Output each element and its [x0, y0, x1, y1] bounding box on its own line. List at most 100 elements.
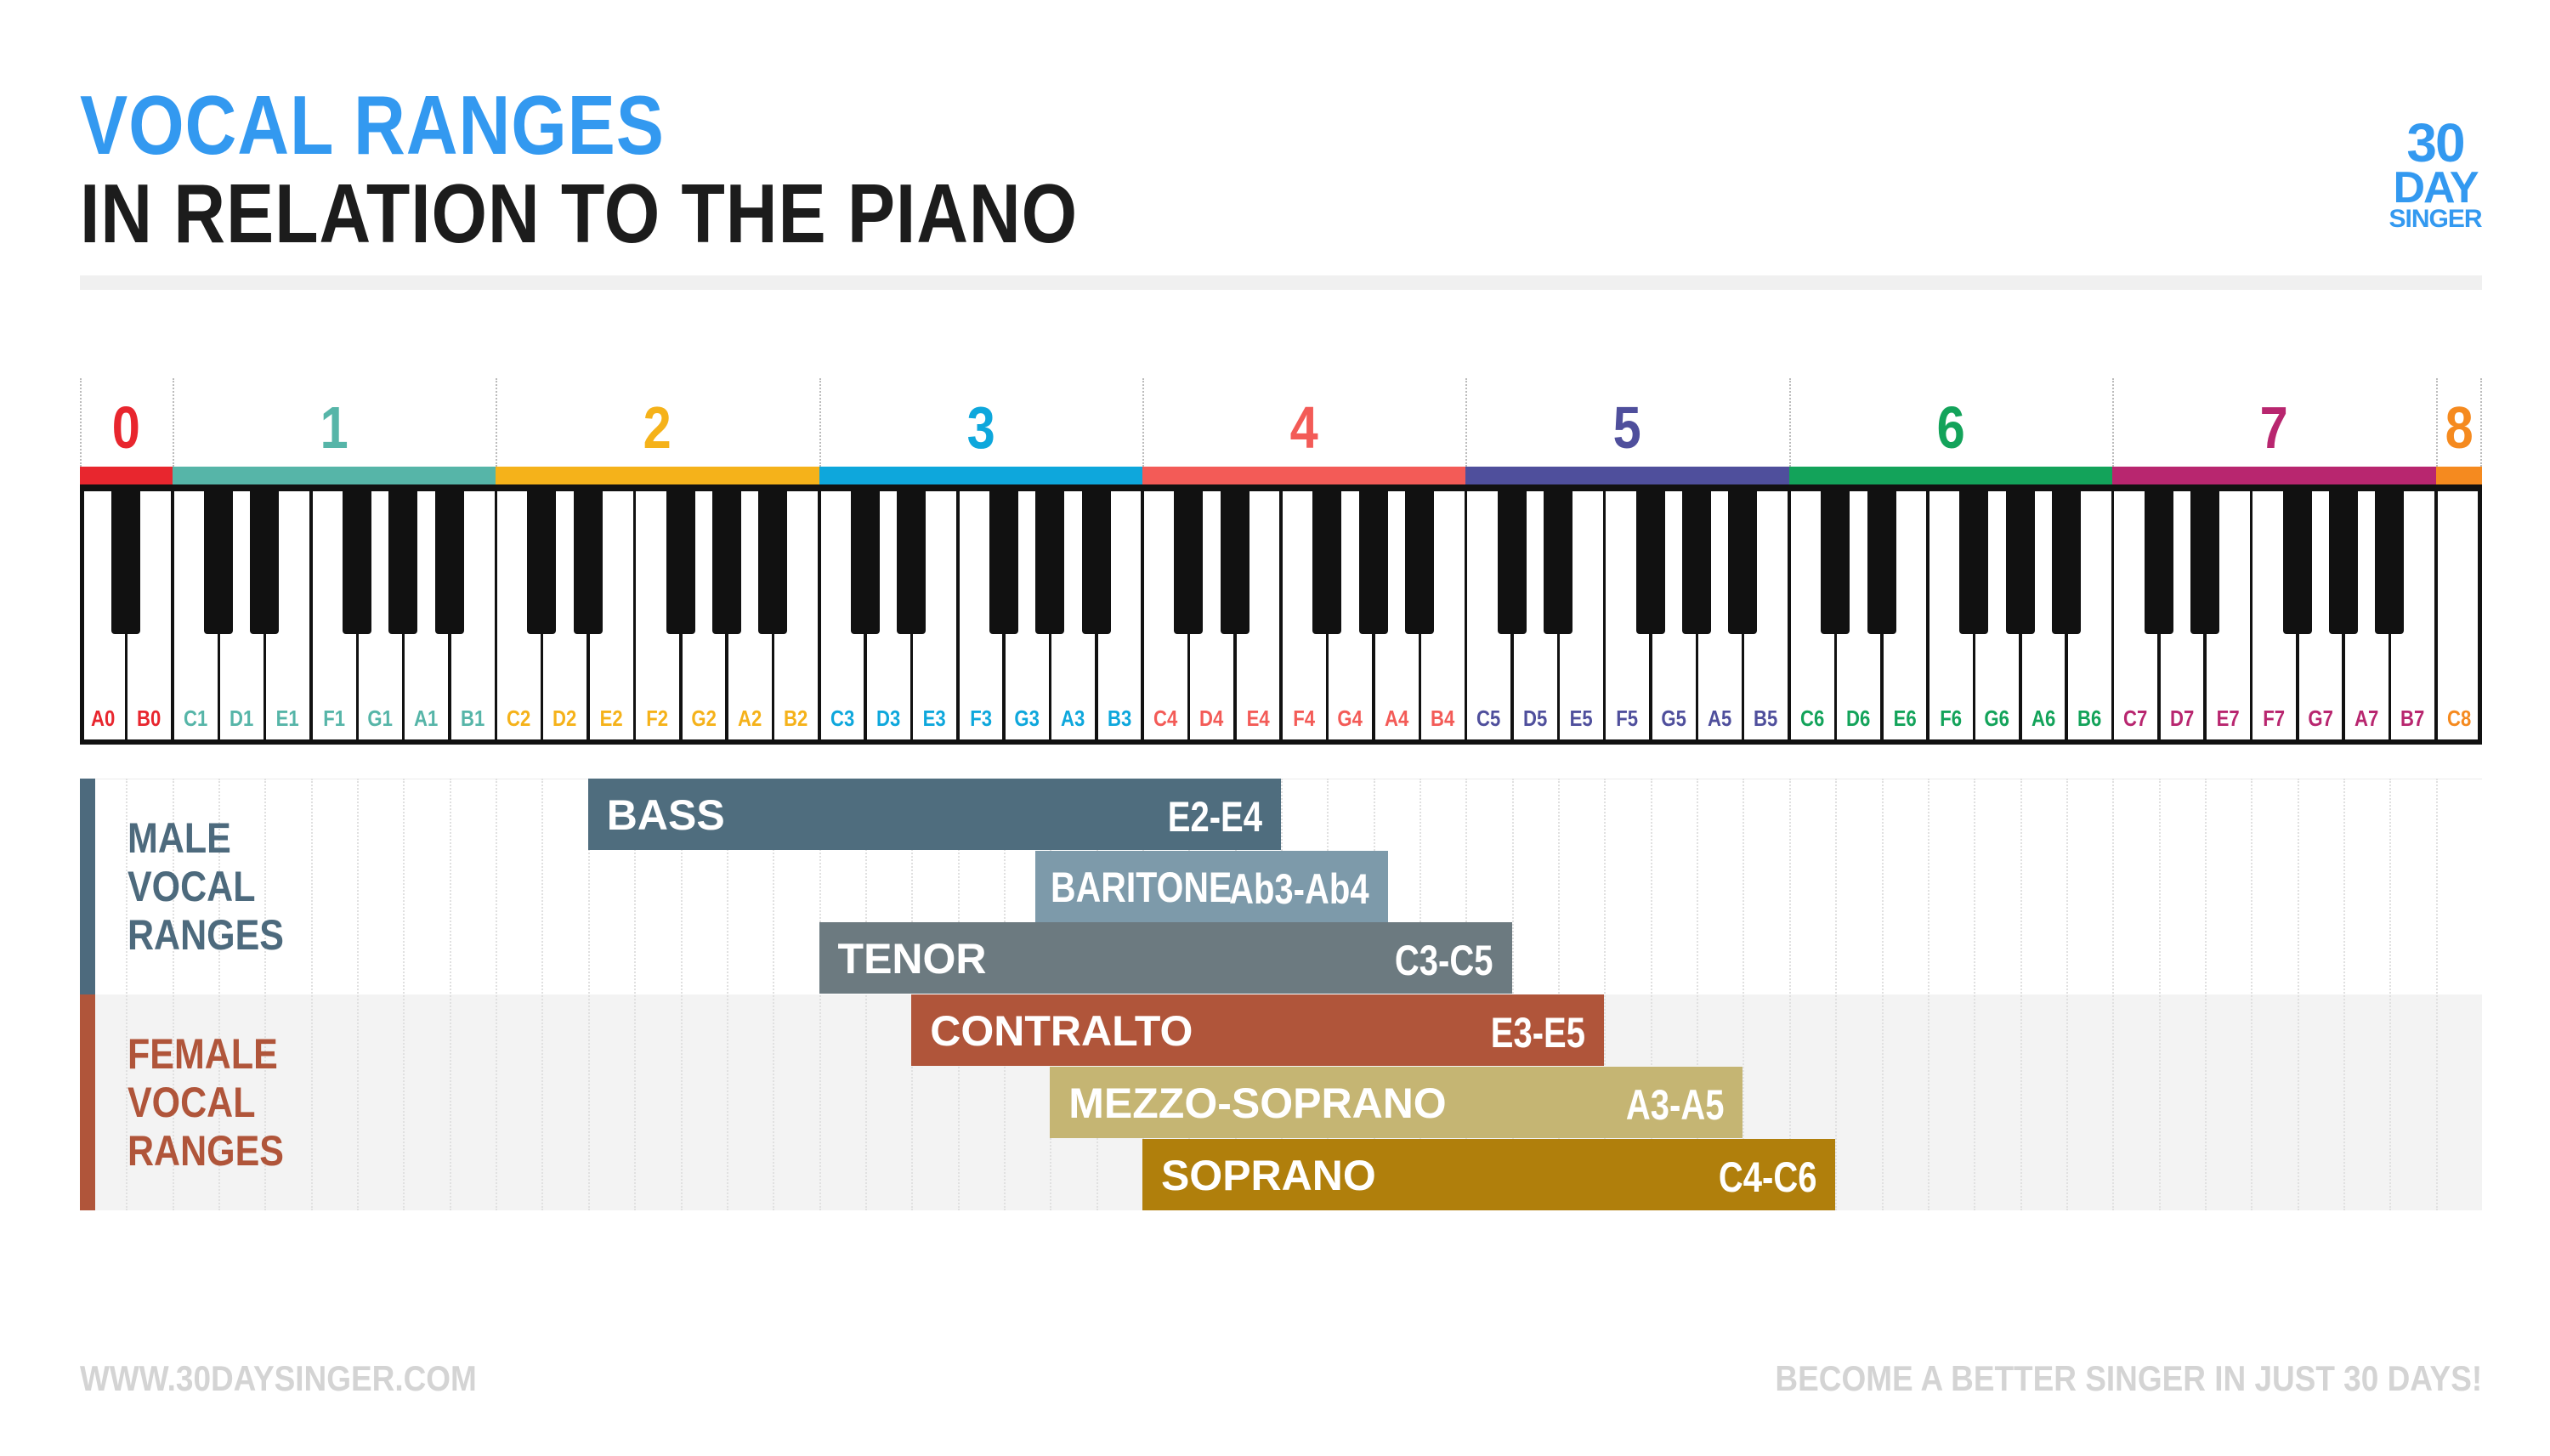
grid-line: [2343, 779, 2345, 1210]
octave-label-7: 7: [2259, 394, 2288, 461]
black-key-F#6[interactable]: [1959, 488, 1989, 634]
range-bar-tenor[interactable]: TENOR C3-C5: [819, 922, 1512, 994]
black-key-A#4[interactable]: [1405, 488, 1435, 634]
octave-label-0: 0: [111, 394, 140, 461]
note-label-B4: B4: [1431, 705, 1455, 731]
black-key-A#6[interactable]: [2051, 488, 2081, 634]
grid-line: [1835, 779, 1838, 1210]
male-label-line-1: MALE: [128, 814, 231, 862]
black-key-D#6[interactable]: [1867, 488, 1896, 634]
octave-divider: [1788, 378, 1791, 467]
black-key-F#4[interactable]: [1312, 488, 1342, 634]
octave-bar-3: [819, 467, 1142, 485]
black-key-G#6[interactable]: [2005, 488, 2035, 634]
black-key-A#7[interactable]: [2375, 488, 2405, 634]
octave-label-2: 2: [643, 394, 672, 461]
grid-line: [1604, 779, 1606, 1210]
black-key-A#0[interactable]: [111, 488, 141, 634]
black-key-A#5[interactable]: [1728, 488, 1758, 634]
range-bar-bass[interactable]: BASS E2-E4: [587, 779, 1281, 850]
black-key-G#4[interactable]: [1358, 488, 1388, 634]
range-value: Ab3-Ab4: [1229, 864, 1369, 913]
range-value: C4-C6: [1718, 1153, 1817, 1201]
black-key-C#4[interactable]: [1174, 488, 1204, 634]
range-bar-baritone[interactable]: BARITONE Ab3-Ab4: [1035, 850, 1388, 922]
grid-line: [1558, 779, 1561, 1210]
range-bar-soprano[interactable]: SOPRANO C4-C6: [1142, 1138, 1836, 1210]
note-label-C8: C8: [2446, 705, 2471, 731]
octave-divider: [2435, 378, 2438, 467]
range-name: TENOR: [837, 935, 987, 983]
note-label-A0: A0: [91, 705, 116, 731]
footer-website[interactable]: WWW.30DAYSINGER.COM: [80, 1358, 477, 1398]
note-label-D1: D1: [230, 705, 254, 731]
note-label-B3: B3: [1107, 705, 1131, 731]
black-key-F#7[interactable]: [2282, 488, 2312, 634]
grid-line: [1327, 779, 1329, 1210]
grid-line: [2066, 779, 2068, 1210]
male-label-line-3: RANGES: [128, 911, 284, 959]
note-label-F3: F3: [969, 705, 992, 731]
note-label-G5: G5: [1661, 705, 1686, 731]
grid-line: [1465, 779, 1468, 1210]
black-key-D#5[interactable]: [1544, 488, 1573, 634]
black-key-G#5[interactable]: [1682, 488, 1712, 634]
black-key-C#3[interactable]: [850, 488, 880, 634]
note-label-C2: C2: [507, 705, 531, 731]
note-label-F2: F2: [646, 705, 669, 731]
black-key-G#1[interactable]: [388, 488, 418, 634]
black-key-A#3[interactable]: [1081, 488, 1111, 634]
black-key-C#1[interactable]: [204, 488, 234, 634]
grid-line: [1003, 779, 1006, 1210]
octave-divider: [1465, 378, 1468, 467]
black-key-F#5[interactable]: [1635, 488, 1665, 634]
range-value: E3-E5: [1491, 1009, 1586, 1057]
page-title: VOCAL RANGES: [80, 78, 665, 172]
grid-line: [1188, 779, 1191, 1210]
black-key-C#6[interactable]: [1821, 488, 1850, 634]
black-key-D#1[interactable]: [250, 488, 280, 634]
octave-divider: [172, 378, 174, 467]
range-bar-mezzo-soprano[interactable]: MEZZO-SOPRANO A3-A5: [1050, 1066, 1743, 1138]
note-label-E3: E3: [922, 705, 946, 731]
range-name: BASS: [606, 791, 725, 839]
black-key-D#4[interactable]: [1220, 488, 1250, 634]
black-key-F#2[interactable]: [666, 488, 695, 634]
black-key-D#3[interactable]: [897, 488, 926, 634]
black-key-A#1[interactable]: [434, 488, 464, 634]
black-key-F#1[interactable]: [343, 488, 372, 634]
black-key-F#3[interactable]: [989, 488, 1018, 634]
octave-bar-0: [80, 467, 173, 485]
grid-line: [773, 779, 775, 1210]
male-group-label: MALE VOCAL RANGES: [128, 814, 284, 960]
white-key-C8[interactable]: [2435, 488, 2483, 743]
grid-line: [1281, 779, 1283, 1210]
black-key-C#5[interactable]: [1497, 488, 1527, 634]
black-key-G#2[interactable]: [711, 488, 741, 634]
note-label-C4: C4: [1153, 705, 1178, 731]
note-label-G1: G1: [367, 705, 393, 731]
black-key-G#7[interactable]: [2328, 488, 2358, 634]
grid-line: [1096, 779, 1098, 1210]
black-key-D#7[interactable]: [2190, 488, 2219, 634]
note-label-C7: C7: [2123, 705, 2148, 731]
black-key-C#2[interactable]: [527, 488, 557, 634]
brand-logo[interactable]: 30 DAY SINGER: [2388, 116, 2482, 232]
note-label-A3: A3: [1061, 705, 1085, 731]
female-label-line-1: FEMALE: [128, 1030, 278, 1078]
octave-bar-7: [2112, 467, 2436, 485]
grid-line: [2158, 779, 2161, 1210]
octave-divider: [496, 378, 498, 467]
grid-line: [541, 779, 544, 1210]
black-key-A#2[interactable]: [758, 488, 788, 634]
grid-line: [1650, 779, 1652, 1210]
note-label-A5: A5: [1708, 705, 1732, 731]
range-bar-contralto[interactable]: CONTRALTO E3-E5: [911, 994, 1605, 1067]
female-label-line-3: RANGES: [128, 1127, 284, 1175]
black-key-C#7[interactable]: [2144, 488, 2173, 634]
black-key-G#3[interactable]: [1035, 488, 1065, 634]
grid-line: [403, 779, 405, 1210]
note-label-C3: C3: [830, 705, 854, 731]
note-label-B5: B5: [1754, 705, 1778, 731]
black-key-D#2[interactable]: [573, 488, 603, 634]
